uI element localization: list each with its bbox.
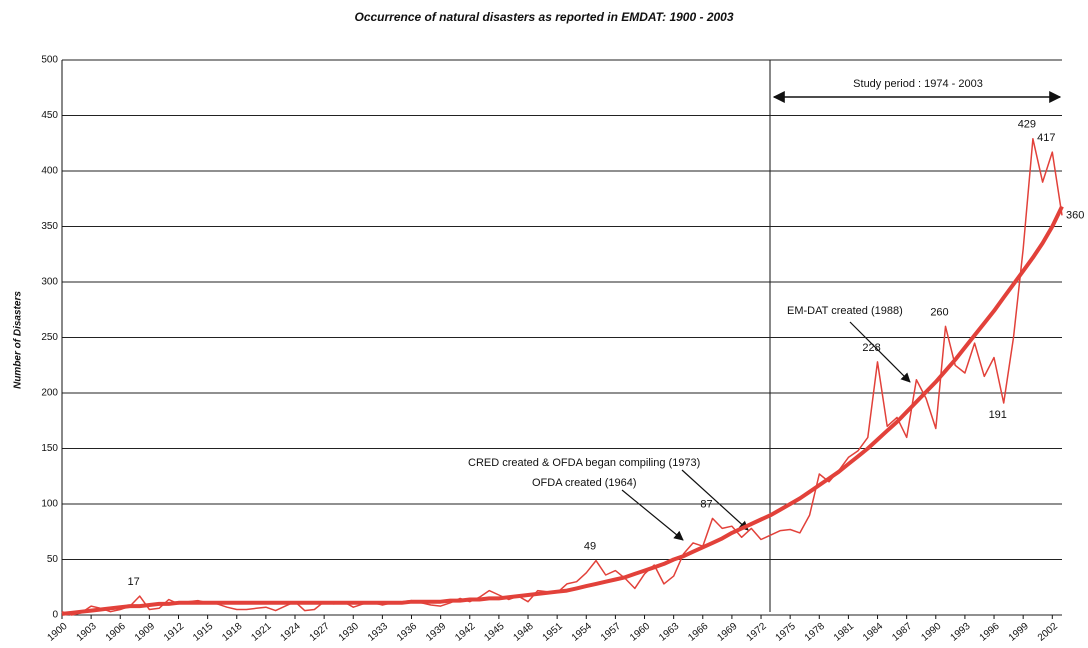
x-tick-label: 1951 (541, 621, 565, 644)
y-tick-label: 400 (41, 166, 58, 177)
data-label: 260 (930, 306, 948, 318)
x-tick-label: 1978 (803, 621, 827, 644)
x-tick-label: 1972 (745, 621, 769, 644)
data-label: 49 (584, 541, 596, 553)
x-tick-label: 1927 (308, 621, 332, 644)
x-tick-label: 1903 (75, 621, 99, 644)
line-series (61, 205, 1064, 616)
x-tick-label: 1930 (337, 621, 361, 644)
y-tick-label: 200 (41, 388, 58, 399)
x-tick-label: 1948 (512, 621, 536, 644)
x-tick-label: 1900 (46, 621, 70, 644)
data-label: 417 (1037, 132, 1055, 144)
annotation: OFDA created (1964) (532, 477, 637, 489)
x-tick-label: 1921 (249, 621, 273, 644)
x-tick-label: 1912 (162, 621, 186, 644)
annotation-arrow (621, 489, 684, 541)
x-tick-label: 1906 (104, 621, 128, 644)
x-tick-label: 1933 (366, 621, 390, 644)
x-tick-label: 1936 (395, 621, 419, 644)
y-axis-label: Number of Disasters (13, 291, 24, 389)
data-label: 87 (700, 498, 712, 510)
data-label: 429 (1018, 119, 1036, 131)
x-tick-label: 1999 (1007, 621, 1031, 644)
annotation-arrow (849, 321, 911, 383)
annotation: CRED created & OFDA began compiling (197… (468, 457, 700, 469)
x-tick-label: 1918 (220, 621, 244, 644)
y-tick-label: 300 (41, 277, 58, 288)
x-tick-label: 1957 (599, 621, 623, 644)
x-tick-label: 1924 (279, 621, 303, 644)
data-label: 228 (862, 342, 880, 354)
y-tick-label: 350 (41, 221, 58, 232)
data-label: 360 (1066, 209, 1084, 221)
x-tick-label: 1963 (657, 621, 681, 644)
x-tick-label: 1939 (424, 621, 448, 644)
x-tick-label: 2002 (1036, 621, 1060, 644)
x-tick-label: 1966 (686, 621, 710, 644)
x-tick-label: 1990 (919, 621, 943, 644)
y-tick-label: 500 (41, 55, 58, 66)
y-tick-label: 450 (41, 110, 58, 121)
y-tick-label: 150 (41, 443, 58, 454)
annotation: EM-DAT created (1988) (787, 305, 903, 317)
x-tick-label: 1996 (978, 621, 1002, 644)
x-tick-label: 1969 (715, 621, 739, 644)
x-tick-label: 1945 (482, 621, 506, 644)
x-tick-label: 1987 (890, 621, 914, 644)
data-label: 17 (128, 576, 140, 588)
annotation-arrow (681, 469, 749, 531)
x-tick-label: 1942 (453, 621, 477, 644)
data-label: 191 (989, 409, 1007, 421)
y-tick-label: 50 (47, 554, 59, 565)
x-tick-label: 1915 (191, 621, 215, 644)
x-tick-label: 1981 (832, 621, 856, 644)
annotation: Study period : 1974 - 2003 (853, 78, 983, 90)
x-tick-label: 1984 (861, 621, 885, 644)
line-series (61, 138, 1063, 616)
y-tick-label: 100 (41, 499, 58, 510)
x-tick-label: 1993 (948, 621, 972, 644)
x-tick-label: 1975 (774, 621, 798, 644)
x-tick-label: 1954 (570, 621, 594, 644)
x-tick-label: 1960 (628, 621, 652, 644)
y-tick-label: 250 (41, 332, 58, 343)
chart-title: Occurrence of natural disasters as repor… (354, 10, 733, 24)
x-tick-label: 1909 (133, 621, 157, 644)
y-tick-label: 0 (52, 610, 58, 621)
